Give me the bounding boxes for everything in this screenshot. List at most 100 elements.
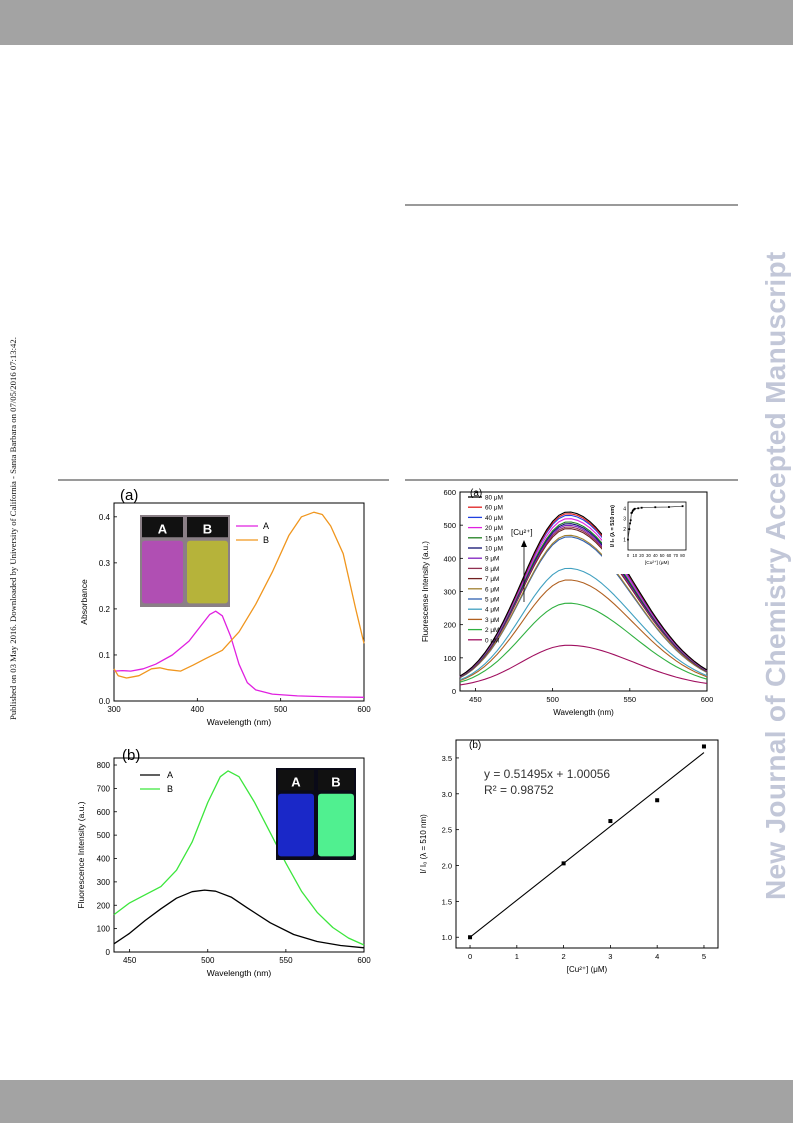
legend-label: 6 μM <box>485 586 499 593</box>
arrow-label: [Cu²⁺] <box>511 528 533 537</box>
spectrum-line <box>459 579 708 682</box>
spectrum-line <box>459 602 708 683</box>
x-axis-label: Wavelength (nm) <box>207 717 272 727</box>
x-axis-label: [Cu²⁺] (μM) <box>567 965 608 974</box>
y-tick-label: 0.1 <box>99 651 111 660</box>
inset-x-tick: 0 <box>627 553 630 558</box>
inset-x-label: [Cu²⁺] (μM) <box>645 560 670 566</box>
legend-label: 60 μM <box>485 505 503 512</box>
legend-label: 0 μM <box>485 637 499 644</box>
x-tick-label: 500 <box>274 705 288 714</box>
data-point <box>468 935 473 940</box>
inset-bg <box>602 496 690 574</box>
y-tick-label: 0.3 <box>99 559 111 568</box>
inset-point <box>631 511 633 514</box>
vial-a-label: A <box>158 521 168 536</box>
y-axis-label: Absorbance <box>79 579 89 625</box>
legend-label: 20 μM <box>485 525 503 532</box>
arrow-head <box>521 540 527 547</box>
y-tick-label: 1.0 <box>442 933 452 942</box>
spectrum-line <box>459 644 708 686</box>
legend-label: B <box>167 784 173 794</box>
x-tick-label: 0 <box>468 952 472 961</box>
inset-frame <box>627 501 687 551</box>
panel-label: (b) <box>469 740 481 751</box>
fit-r2: R² = 0.98752 <box>484 783 554 797</box>
y-tick-label: 300 <box>443 588 456 597</box>
y-tick-label: 300 <box>97 878 111 887</box>
vial-a-cap <box>142 517 183 538</box>
legend-label: 40 μM <box>485 515 503 522</box>
x-tick-label: 600 <box>357 705 371 714</box>
legend-label: 3 μM <box>485 617 499 624</box>
inset-point <box>629 519 632 522</box>
vial-a <box>278 793 314 857</box>
x-tick-label: 550 <box>624 695 637 704</box>
inset-x-tick: 60 <box>667 553 672 558</box>
vial-b-cap <box>318 770 354 791</box>
data-point <box>608 819 613 824</box>
legend-label: B <box>263 535 269 545</box>
legend-label: 7 μM <box>485 576 499 583</box>
chart-fig2a: 450 500 550 6000100200300400500600Wavelengt… <box>421 488 713 717</box>
inset-point <box>668 506 670 508</box>
series-line <box>113 889 365 949</box>
y-tick-label: 100 <box>443 654 456 663</box>
vial-b-label: B <box>331 774 340 789</box>
series-line <box>113 610 365 698</box>
y-tick-label: 0 <box>106 948 111 957</box>
inset-x-tick: 40 <box>653 553 658 558</box>
legend-label: 2 μM <box>485 627 499 634</box>
y-tick-label: 600 <box>443 488 456 497</box>
x-tick-label: 3 <box>608 952 612 961</box>
y-tick-label: 2.0 <box>442 862 452 871</box>
plot-frame <box>113 757 365 953</box>
inset-x-tick: 50 <box>660 553 665 558</box>
footer-band <box>0 1080 793 1123</box>
legend-label: 4 μM <box>485 607 499 614</box>
inset-x-tick: 80 <box>680 553 685 558</box>
data-point <box>561 861 566 866</box>
vial-b-cap <box>187 517 228 538</box>
inset-y-tick: 4 <box>623 506 626 512</box>
inset-x-tick: 10 <box>632 553 637 558</box>
panel-label: (a) <box>470 488 482 499</box>
spectrum-line <box>459 511 708 677</box>
series-line <box>113 511 365 679</box>
x-tick-label: 500 <box>201 956 215 965</box>
data-point <box>655 798 660 803</box>
x-axis-label: Wavelength (nm) <box>553 708 614 717</box>
inset-y-label: I/ I₀ (λ = 510 nm) <box>610 505 616 547</box>
inset-y-tick: 3 <box>623 517 626 523</box>
chart-fig2b: 0 1 2 3 4 5 1.0 1.5 2.0 2.5 3.0 3.5 [Cu²⁺] (μM) I/ I₀… <box>419 739 719 974</box>
inset-y-tick: 1 <box>623 538 626 544</box>
plot-frame <box>455 739 719 949</box>
vial-a-cap <box>278 770 314 791</box>
y-tick-label: 500 <box>97 831 111 840</box>
x-tick-label: 450 <box>123 956 137 965</box>
y-tick-label: 0.2 <box>99 605 111 614</box>
y-tick-label: 800 <box>97 761 111 770</box>
y-tick-label: 3.5 <box>442 754 452 763</box>
y-tick-label: 200 <box>443 621 456 630</box>
chart-fig1a: 300 400 500 600 0.0 0.1 0.2 0.3 0.4 Wavelength (n… <box>79 487 371 727</box>
x-tick-label: 1 <box>515 952 519 961</box>
vial-b <box>318 793 354 857</box>
divider-right <box>405 479 738 481</box>
x-tick-label: 600 <box>357 956 371 965</box>
inset-point <box>637 507 640 510</box>
panel-label: (a) <box>120 487 138 504</box>
inset-point <box>640 506 643 509</box>
y-axis-label: Fluorescense Intensity (a.u.) <box>421 541 430 642</box>
legend-label: A <box>263 521 269 531</box>
vial-a <box>142 540 183 604</box>
x-tick-label: 5 <box>702 952 706 961</box>
spectrum-line <box>459 567 708 681</box>
divider-upper-right <box>405 204 738 206</box>
series-line <box>113 770 365 946</box>
inset-point <box>631 509 634 512</box>
y-tick-label: 400 <box>443 554 456 563</box>
legend-label: 5 μM <box>485 597 499 604</box>
inset-y-tick: 2 <box>623 527 626 533</box>
fit-equation: y = 0.51495x + 1.00056 <box>484 767 610 781</box>
